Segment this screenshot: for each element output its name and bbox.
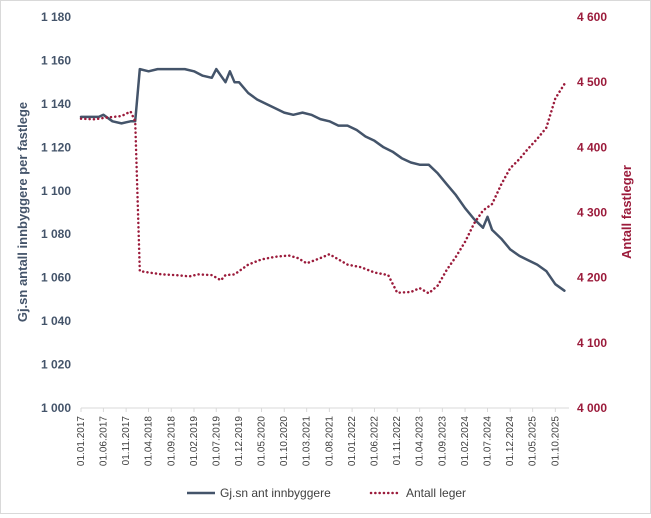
y-axis-left-label: Gj.sn antall innbyggere per fastlege xyxy=(15,102,30,322)
series-line-leger xyxy=(79,82,566,295)
y-left-tick-label: 1 000 xyxy=(41,401,71,415)
y-right-tick-label: 4 000 xyxy=(577,401,607,415)
y-left-tick-label: 1 040 xyxy=(41,314,71,328)
y-right-tick-label: 4 600 xyxy=(577,10,607,24)
x-tick-label: 01.02.2019 xyxy=(189,416,200,466)
x-tick-label: 01.10.2025 xyxy=(550,416,561,466)
x-tick-label: 01.08.2021 xyxy=(324,416,335,466)
y-right-tick-label: 4 200 xyxy=(577,271,607,285)
y-left-tick-label: 1 060 xyxy=(41,271,71,285)
x-tick-label: 01.09.2018 xyxy=(166,416,177,466)
x-ticks: 01.01.2017 01.06.2017 01.11.2017 01.04.2018… xyxy=(76,408,561,466)
x-tick-label: 01.10.2020 xyxy=(279,416,290,466)
y-left-tick-label: 1 080 xyxy=(41,227,71,241)
x-tick-label: 01.03.2021 xyxy=(302,416,313,466)
y-right-tick-label: 4 300 xyxy=(577,206,607,220)
y-left-tick-label: 1 020 xyxy=(41,358,71,372)
y-left-tick-label: 1 120 xyxy=(41,140,71,154)
x-tick-label: 01.02.2024 xyxy=(460,416,471,466)
y-left-tick-label: 1 160 xyxy=(41,53,71,67)
x-tick-label: 01.01.2017 xyxy=(76,416,87,466)
x-tick-label: 01.09.2023 xyxy=(437,416,448,466)
y-right-tick-label: 4 500 xyxy=(577,75,607,89)
x-tick-label: 01.12.2024 xyxy=(505,416,516,466)
x-tick-label: 01.06.2017 xyxy=(98,416,109,466)
y-right-tick-label: 4 100 xyxy=(577,336,607,350)
legend-label-innbyggere: Gj.sn ant innbyggere xyxy=(220,486,331,500)
x-tick-label: 01.04.2018 xyxy=(144,416,155,466)
x-tick-label: 01.05.2020 xyxy=(257,416,268,466)
y-left-tick-label: 1 180 xyxy=(41,10,71,24)
y-left-ticks: 1 000 1 020 1 040 1 060 1 080 1 100 1 120 1 140… xyxy=(41,10,71,415)
series-line-innbyggere xyxy=(79,67,566,292)
x-tick-label: 01.04.2023 xyxy=(415,416,426,466)
series-group xyxy=(79,67,566,295)
y-axis-right-label: Antall fastleger xyxy=(619,165,634,259)
y-left-tick-label: 1 140 xyxy=(41,97,71,111)
x-tick-label: 01.01.2022 xyxy=(347,416,358,466)
x-tick-label: 01.11.2022 xyxy=(392,416,403,466)
x-tick-label: 01.12.2019 xyxy=(234,416,245,466)
y-left-tick-label: 1 100 xyxy=(41,184,71,198)
x-tick-label: 01.05.2025 xyxy=(528,416,539,466)
y-right-ticks: 4 000 4 100 4 200 4 300 4 400 4 500 4 600 xyxy=(577,10,607,415)
x-tick-label: 01.07.2024 xyxy=(482,416,493,466)
x-tick-label: 01.07.2019 xyxy=(211,416,222,466)
legend-label-leger: Antall leger xyxy=(406,486,466,500)
x-tick-label: 01.06.2022 xyxy=(370,416,381,466)
x-tick-label: 01.11.2017 xyxy=(121,416,132,466)
y-right-tick-label: 4 400 xyxy=(577,140,607,154)
legend: Gj.sn ant innbyggere Antall leger xyxy=(187,486,466,500)
